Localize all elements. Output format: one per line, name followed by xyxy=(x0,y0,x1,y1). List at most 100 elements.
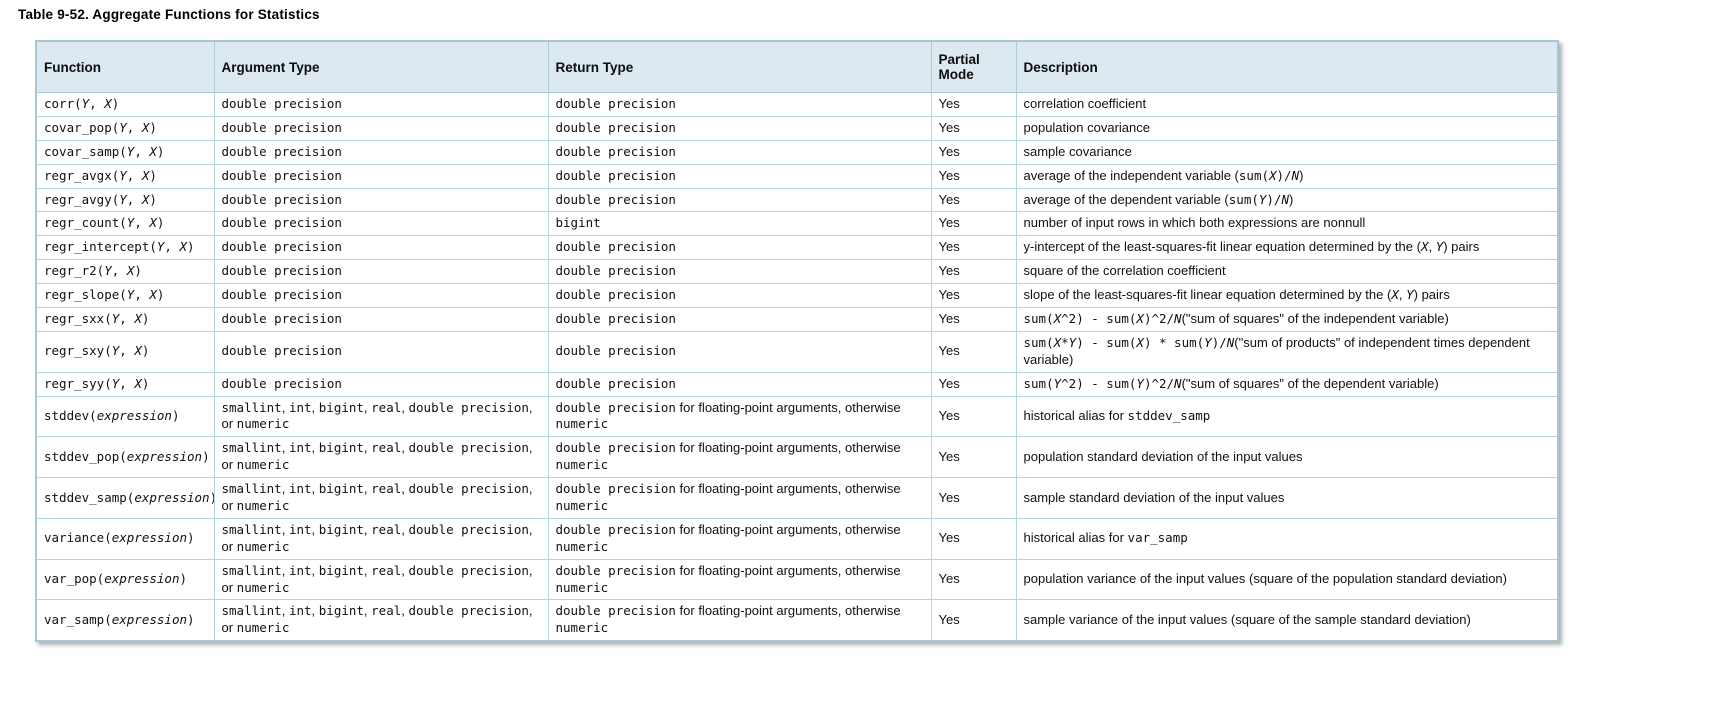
text-segment: , xyxy=(401,603,409,619)
function-cell: stddev_pop(expression) xyxy=(35,436,215,479)
function-cell: var_pop(expression) xyxy=(35,558,215,601)
code-segment: bigint xyxy=(318,521,364,537)
parameter-segment: Y xyxy=(111,375,120,391)
parameter-segment: Y xyxy=(156,239,165,255)
code-segment: double precision xyxy=(555,311,676,327)
argument-type-cell: smallint, int, bigint, real, double prec… xyxy=(213,558,549,601)
code-segment: )^2/ xyxy=(1143,375,1175,391)
code-segment: double precision xyxy=(221,167,342,183)
partial-mode-cell: Yes xyxy=(930,330,1017,373)
text-segment: average of the independent variable ( xyxy=(1023,167,1239,183)
code-segment: ) xyxy=(156,287,165,303)
text-segment: Yes xyxy=(938,530,960,546)
text-segment: , xyxy=(281,481,289,497)
code-segment: ) xyxy=(171,408,180,424)
return-type-cell: double precision for floating-point argu… xyxy=(547,599,932,642)
parameter-segment: Y xyxy=(1204,334,1212,350)
text-segment: , xyxy=(281,521,289,537)
description-cell: slope of the least-squares-fit linear eq… xyxy=(1015,283,1559,309)
code-segment: int xyxy=(288,481,312,497)
code-segment: double precision xyxy=(555,521,676,537)
code-segment: numeric xyxy=(555,538,609,554)
return-type-cell: double precision xyxy=(547,187,932,213)
description-cell: y-intercept of the least-squares-fit lin… xyxy=(1015,235,1559,261)
description-cell: square of the correlation coefficient xyxy=(1015,259,1559,285)
code-segment: double precision xyxy=(221,343,342,359)
parameter-segment: Y xyxy=(104,263,112,279)
partial-mode-cell: Yes xyxy=(930,283,1017,309)
description-cell: population variance of the input values … xyxy=(1015,558,1559,601)
code-segment: double precision xyxy=(408,521,529,537)
code-segment: ) xyxy=(210,490,213,505)
text-segment: , xyxy=(1428,239,1436,255)
text-segment: , xyxy=(281,562,289,578)
table-row: regr_avgx(Y, X) double precision double pr… xyxy=(35,163,1559,189)
code-segment: int xyxy=(288,440,312,456)
description-cell: sum(X^2) - sum(X)^2/N("sum of squares" o… xyxy=(1015,307,1559,332)
code-segment: covar_samp( xyxy=(44,143,127,159)
partial-mode-cell: Yes xyxy=(930,259,1017,285)
parameter-segment: X xyxy=(126,263,135,279)
code-segment: smallint xyxy=(221,521,282,537)
description-cell: population standard deviation of the inp… xyxy=(1015,436,1559,479)
code-segment: double precision xyxy=(555,167,676,183)
text-segment: , or xyxy=(221,603,533,636)
code-segment: numeric xyxy=(236,498,290,514)
function-cell: regr_avgy(Y, X) xyxy=(35,187,215,213)
code-segment: double precision xyxy=(555,440,676,456)
text-segment: Yes xyxy=(938,191,960,207)
code-segment: double precision xyxy=(555,603,676,619)
code-segment: double precision xyxy=(555,263,676,279)
partial-mode-cell: Yes xyxy=(930,436,1017,479)
parameter-segment: N xyxy=(1281,191,1289,207)
code-segment: corr( xyxy=(44,96,82,111)
return-type-cell: double precision xyxy=(547,371,932,397)
text-segment: population standard deviation of the inp… xyxy=(1023,448,1303,464)
parameter-segment: Y xyxy=(1435,239,1444,255)
text-segment: , xyxy=(363,399,372,415)
code-segment: numeric xyxy=(236,416,290,432)
code-segment: regr_avgx( xyxy=(44,167,120,183)
text-segment: Yes xyxy=(938,119,960,135)
code-segment: covar_pop( xyxy=(44,119,120,135)
parameter-segment: expression xyxy=(126,448,203,464)
argument-type-cell: double precision xyxy=(213,163,549,189)
code-segment: bigint xyxy=(318,399,364,415)
code-segment: sum( xyxy=(1023,375,1054,391)
parameter-segment: expression xyxy=(104,571,180,587)
text-segment: for floating-point arguments, otherwise xyxy=(675,440,901,456)
text-segment: square of the correlation coefficient xyxy=(1023,263,1226,279)
code-segment: var_pop( xyxy=(44,571,105,587)
code-segment: ) xyxy=(202,448,210,464)
parameter-segment: Y xyxy=(1406,287,1414,303)
return-type-cell: double precision for floating-point argu… xyxy=(547,436,932,479)
argument-type-cell: double precision xyxy=(213,139,549,165)
code-segment: double precision xyxy=(221,311,342,327)
code-segment: double precision xyxy=(555,119,676,135)
code-segment: regr_sxx( xyxy=(44,311,112,327)
code-segment: bigint xyxy=(555,215,601,231)
text-segment: ("sum of squares" of the independent var… xyxy=(1181,311,1449,327)
text-segment: ("sum of products" of independent times … xyxy=(1023,334,1530,367)
code-segment: variance( xyxy=(44,530,112,546)
partial-mode-cell: Yes xyxy=(930,139,1017,165)
code-segment: * xyxy=(1061,334,1069,350)
code-segment: ^2) - sum( xyxy=(1061,375,1137,391)
parameter-segment: X xyxy=(104,96,112,111)
code-segment: , xyxy=(126,191,142,207)
text-segment: , xyxy=(311,440,319,456)
return-type-cell: double precision xyxy=(547,330,932,373)
partial-mode-cell: Yes xyxy=(930,187,1017,213)
code-segment: ) xyxy=(149,119,157,135)
parameter-segment: Y xyxy=(1258,191,1267,207)
code-segment: bigint xyxy=(318,562,364,578)
partial-mode-cell: Yes xyxy=(930,307,1017,332)
text-segment: , xyxy=(401,521,409,537)
parameter-segment: Y xyxy=(119,191,127,207)
function-cell: variance(expression) xyxy=(35,517,215,560)
code-segment: , xyxy=(111,263,127,279)
header-function: Function xyxy=(35,40,215,93)
parameter-segment: Y xyxy=(1053,375,1062,391)
text-segment: , xyxy=(363,562,372,578)
code-segment: double precision xyxy=(555,343,676,359)
